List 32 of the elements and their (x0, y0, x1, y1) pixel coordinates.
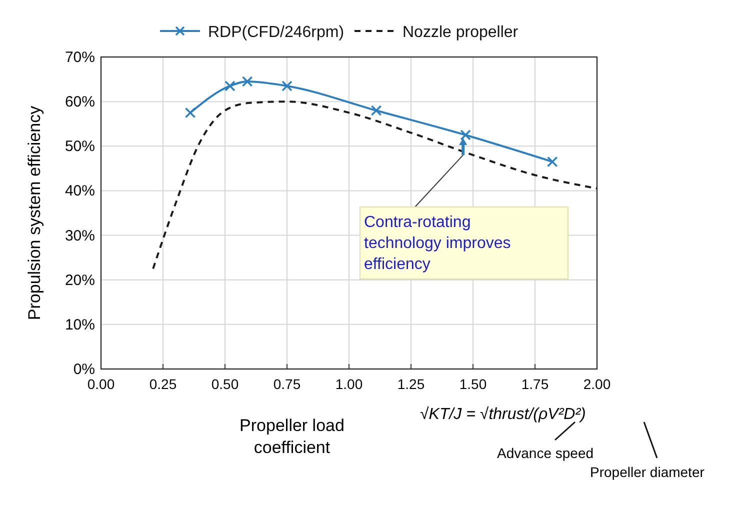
point (370, 105, 382, 116)
point (242, 76, 253, 87)
x-tick-label: 1.25 (397, 376, 425, 392)
x-tick-label: 1.75 (521, 376, 549, 392)
y-tick-label: 40% (64, 182, 95, 200)
y-tick-label: 0% (73, 361, 95, 378)
x-tick-label: 0.00 (87, 376, 115, 392)
point (546, 156, 558, 168)
point (224, 80, 236, 92)
y-tick-label: 50% (64, 138, 95, 156)
x-tick-label: 1.00 (335, 376, 363, 392)
y-tick-label: 70% (64, 49, 95, 66)
legend-label: Nozzle propeller (402, 24, 519, 41)
text: Propeller diameter (590, 464, 705, 480)
x-tick-label: 0.25 (149, 376, 177, 392)
point (184, 107, 196, 118)
legend-label: RDP(CFD/246rpm) (208, 24, 344, 41)
point (282, 80, 292, 92)
y-tick-label: 20% (64, 272, 95, 289)
point (460, 130, 471, 140)
x-axis-title: Propeller load coefficient (240, 416, 344, 457)
x-tick-label: 1.50 (459, 376, 487, 392)
x-tick-label: 0.75 (273, 376, 301, 392)
y-tick-label: 10% (64, 316, 95, 334)
y-tick-label: 60% (64, 94, 95, 111)
x-tick-label: 2.00 (583, 376, 611, 392)
y-tick-label: 30% (64, 227, 95, 244)
y-axis-title: Propulsion system efficiency (25, 105, 44, 320)
text: Advance speed (497, 445, 594, 461)
annotation: Contra-rotating technology improves efficiency (364, 214, 511, 273)
text: √KT/J = √thrust/(ρV²D²) (420, 406, 586, 423)
x-tick-label: 0.50 (211, 376, 239, 392)
